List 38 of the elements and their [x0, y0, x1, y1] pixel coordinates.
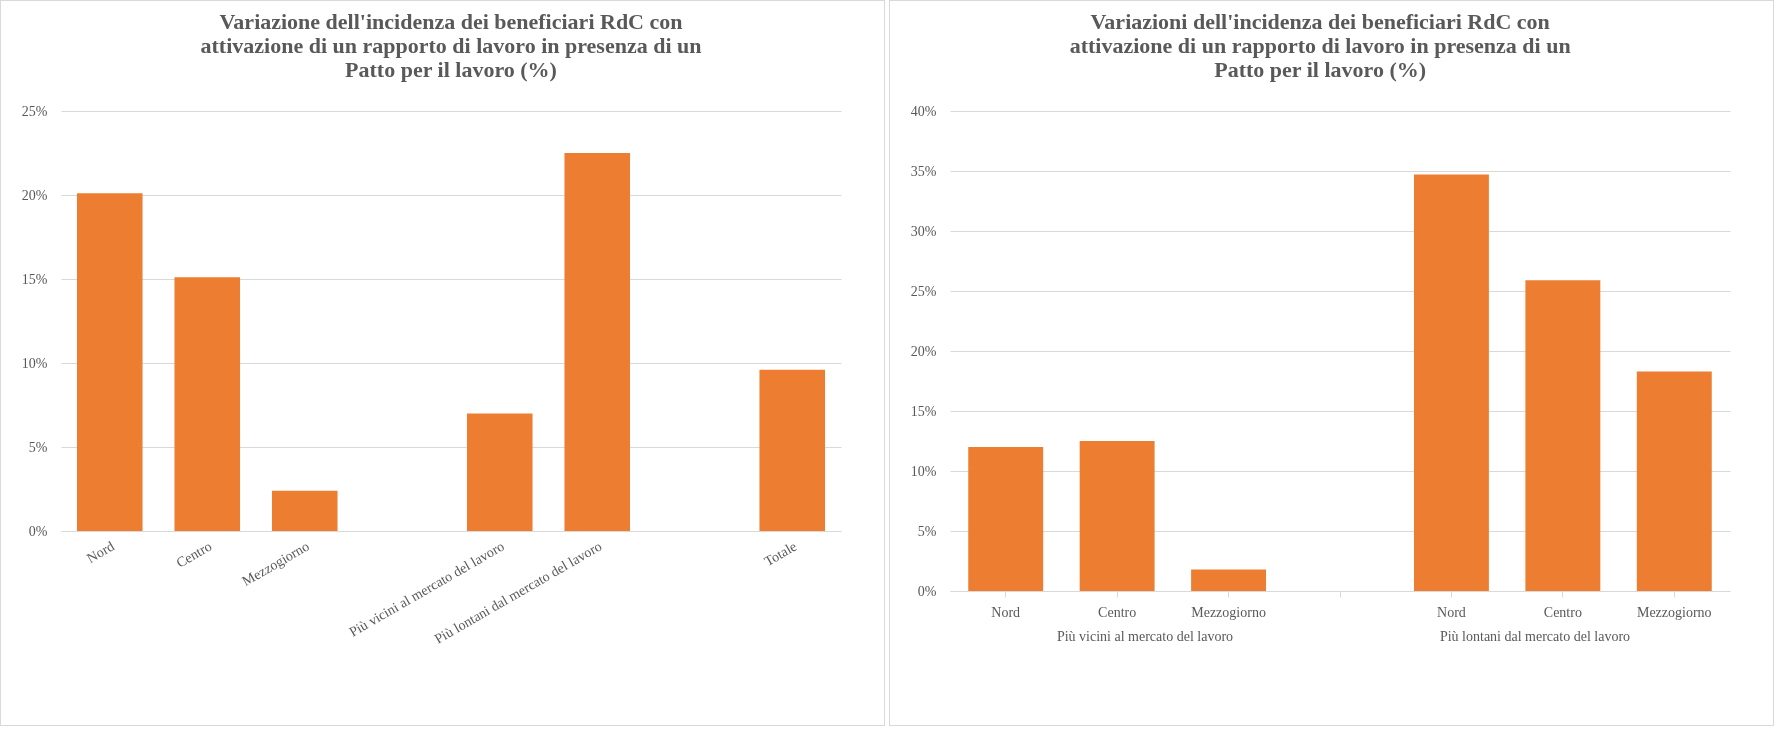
y-tick-label: 5% [28, 439, 48, 455]
bar [76, 193, 143, 531]
bar [759, 369, 826, 531]
y-tick-label: 0% [28, 523, 48, 539]
chart-title: Variazioni dell'incidenza dei beneficiari RdC con attivazione di un rapporto di lavoro in presenza di un Patto per il lavoro (%) [1069, 9, 1571, 82]
y-tick-label: 15% [21, 271, 48, 287]
bar [1413, 174, 1489, 591]
x-tick-label: Centro [1543, 604, 1582, 620]
x-tick-label: Centro [173, 538, 215, 571]
y-tick-label: 5% [917, 523, 937, 539]
bar [1636, 371, 1712, 591]
y-tick-label: 20% [910, 343, 937, 359]
y-tick-label: 30% [910, 223, 937, 239]
bar [1191, 569, 1267, 591]
y-tick-label: 40% [910, 103, 937, 119]
x-tick-label: Totale [761, 538, 800, 570]
chart-title: Variazione dell'incidenza dei beneficiari RdC con attivazione di un rapporto di lavoro in presenza di un Patto per il lavoro (%) [200, 9, 702, 82]
y-tick-label: 25% [21, 103, 48, 119]
y-tick-label: 35% [910, 163, 937, 179]
y-tick-label: 10% [21, 355, 48, 371]
bar [564, 153, 631, 531]
bar [174, 277, 241, 531]
y-tick-label: 25% [910, 283, 937, 299]
x-tick-label: Nord [991, 604, 1021, 620]
y-tick-label: 10% [910, 463, 937, 479]
bar [1079, 441, 1155, 591]
bar [968, 447, 1044, 591]
x-tick-label: Centro [1098, 604, 1137, 620]
bar [271, 490, 338, 531]
bar [1525, 280, 1601, 591]
x-tick-label: Nord [84, 538, 117, 567]
y-tick-label: 20% [21, 187, 48, 203]
y-tick-label: 0% [917, 583, 937, 599]
y-tick-label: 15% [910, 403, 937, 419]
x-tick-label: Mezzogiorno [1191, 604, 1266, 620]
x-tick-label: Mezzogiorno [1636, 604, 1712, 620]
bar [466, 413, 533, 531]
x-tick-label: Nord [1437, 604, 1466, 620]
